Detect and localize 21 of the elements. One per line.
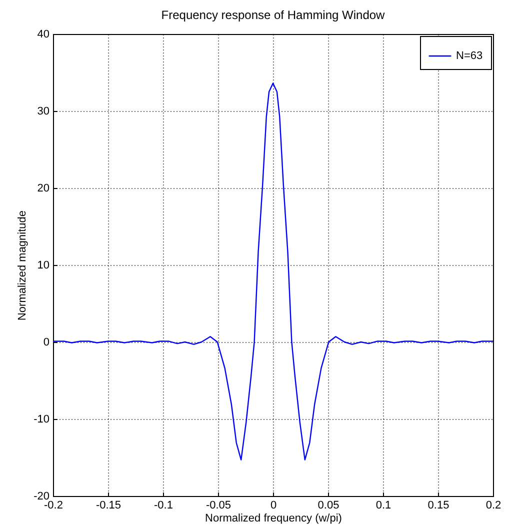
x-tick-label: -0.2	[44, 500, 63, 512]
line-series	[53, 82, 493, 460]
y-tick-label: -10	[34, 414, 50, 426]
y-tick-label: -20	[34, 490, 50, 502]
legend-label: N=63	[456, 50, 483, 62]
x-tick-label: 0.2	[486, 500, 502, 512]
x-tick-label: 0.1	[376, 500, 392, 512]
y-axis-title: Normalized magnitude	[16, 210, 29, 321]
y-tick-label: 30	[37, 106, 50, 118]
x-tick-label: -0.05	[206, 500, 232, 512]
y-tick-label: 20	[37, 182, 50, 194]
y-tick-label: 0	[43, 336, 50, 348]
y-tick-label: 40	[37, 28, 50, 40]
x-tick-label: -0.15	[96, 500, 122, 512]
y-tick-label: 10	[37, 260, 50, 272]
x-tick-label: 0.05	[318, 500, 340, 512]
x-axis-title: Normalized frequency (w/pi)	[205, 512, 342, 524]
x-tick-label: -0.1	[154, 500, 173, 512]
x-tick-label: 0.15	[428, 500, 450, 512]
x-tick-label: 0	[270, 500, 277, 512]
chart-title: Frequency response of Hamming Window	[161, 8, 386, 22]
